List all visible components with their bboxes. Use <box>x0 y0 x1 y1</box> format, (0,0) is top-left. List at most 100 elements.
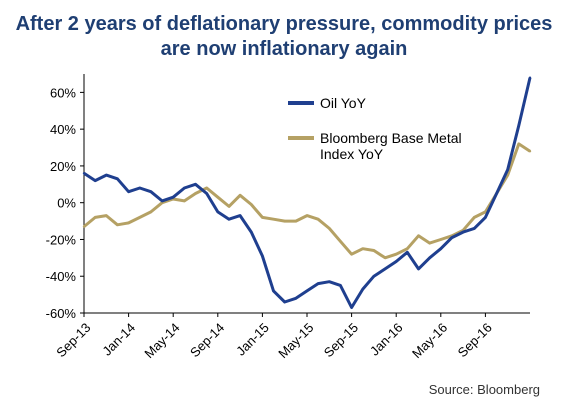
oil-yoy-point <box>339 284 342 287</box>
oil-yoy-point <box>517 124 520 127</box>
base-metal-yoy-point <box>105 214 108 217</box>
oil-yoy-point <box>506 168 509 171</box>
base-metal-yoy-point <box>361 247 364 250</box>
oil-yoy-point <box>305 289 309 293</box>
base-metal-yoy-point <box>227 205 231 208</box>
base-metal-yoy-point <box>506 173 509 177</box>
base-metal-yoy-line <box>83 142 531 260</box>
oil-yoy-point <box>105 173 108 177</box>
oil-yoy-point <box>439 247 442 250</box>
base-metal-yoy-point <box>238 194 242 197</box>
legend-label: Index YoY <box>320 146 384 162</box>
oil-yoy-point <box>473 227 476 230</box>
oil-yoy-point <box>316 282 320 285</box>
base-metal-yoy-point <box>383 256 387 259</box>
base-metal-yoy-point <box>484 210 487 214</box>
y-tick-label: -60% <box>46 306 77 321</box>
base-metal-yoy-point <box>395 253 398 256</box>
source-note: Source: Bloomberg <box>428 382 540 397</box>
oil-yoy-point <box>250 230 253 234</box>
base-metal-yoy-point <box>428 241 431 245</box>
y-tick-label: 20% <box>50 159 76 174</box>
base-metal-yoy-point <box>82 225 86 228</box>
oil-yoy-point <box>294 297 298 300</box>
x-tick-label: Jan-16 <box>367 320 406 359</box>
base-metal-yoy-point <box>194 192 197 195</box>
base-metal-yoy-point <box>283 219 286 223</box>
oil-yoy-point <box>350 306 353 309</box>
base-metal-yoy-point <box>149 210 153 214</box>
x-tick-label: May-15 <box>275 320 316 361</box>
x-tick-label: Jan-14 <box>99 320 138 359</box>
legend-label: Oil YoY <box>320 95 367 111</box>
oil-yoy-point <box>283 300 286 304</box>
x-tick-label: Sep-14 <box>187 320 227 360</box>
oil-yoy-point <box>205 192 208 195</box>
oil-yoy-point <box>428 256 431 259</box>
chart-title: After 2 years of deflationary pressure, … <box>0 12 568 62</box>
oil-yoy-point <box>383 267 387 271</box>
base-metal-yoy-point <box>216 196 219 199</box>
x-tick-label: May-16 <box>409 320 450 361</box>
base-metal-yoy-point <box>305 214 309 217</box>
oil-yoy-point <box>238 214 242 217</box>
oil-yoy-point <box>138 186 141 190</box>
base-metal-yoy-point <box>473 216 476 219</box>
chart-title-line-2: are now inflationary again <box>160 38 408 60</box>
oil-yoy-point <box>194 183 197 186</box>
oil-yoy-point <box>372 275 376 278</box>
oil-yoy-point <box>82 172 86 175</box>
oil-yoy-point <box>216 210 219 214</box>
oil-yoy-point <box>495 192 498 195</box>
base-metal-yoy-point <box>127 221 130 225</box>
oil-yoy-point <box>160 199 164 203</box>
oil-yoy-point <box>94 179 97 182</box>
base-metal-yoy-point <box>272 218 275 221</box>
base-metal-yoy-point <box>138 216 141 219</box>
oil-yoy-point <box>450 236 454 239</box>
base-metal-yoy-point <box>528 150 532 153</box>
oil-yoy-point <box>116 177 119 180</box>
oil-yoy-point <box>328 280 331 283</box>
base-metal-yoy-point <box>328 227 331 230</box>
y-tick-label: 60% <box>50 85 76 100</box>
oil-yoy-point <box>406 251 409 254</box>
x-tick-label: Sep-15 <box>321 320 361 360</box>
base-metal-yoy-point <box>94 216 97 219</box>
oil-yoy-point <box>272 289 275 293</box>
base-metal-yoy-point <box>517 142 520 146</box>
base-metal-yoy-point <box>205 186 208 190</box>
oil-yoy-point <box>183 186 186 190</box>
base-metal-yoy-point <box>350 253 353 256</box>
oil-yoy-point <box>172 196 175 199</box>
oil-yoy-point <box>528 76 532 79</box>
oil-yoy-point <box>149 190 153 193</box>
y-tick-label: 0% <box>57 196 76 211</box>
base-metal-yoy-point <box>116 223 119 226</box>
oil-yoy-point <box>484 216 487 219</box>
base-metal-yoy-point <box>261 216 264 219</box>
x-tick-label: Jan-15 <box>233 320 272 359</box>
oil-yoy-point <box>227 218 231 221</box>
base-metal-yoy-point <box>417 234 420 237</box>
base-metal-yoy-point <box>439 238 442 241</box>
base-metal-yoy-point <box>250 203 253 206</box>
oil-yoy-point <box>261 254 264 258</box>
x-tick-label: Sep-16 <box>455 320 495 360</box>
legend-label: Bloomberg Base Metal <box>320 130 462 146</box>
oil-yoy-point <box>395 260 398 263</box>
chart-title-line-1: After 2 years of deflationary pressure, … <box>15 13 553 35</box>
base-metal-yoy-point <box>339 240 342 243</box>
y-tick-label: -40% <box>46 269 77 284</box>
base-metal-yoy-point <box>372 249 376 252</box>
base-metal-yoy-point <box>183 199 186 203</box>
base-metal-yoy-point <box>406 247 409 250</box>
y-tick-label: -20% <box>46 232 77 247</box>
oil-yoy-point <box>361 287 364 291</box>
oil-yoy-point <box>461 230 465 234</box>
y-tick-label: 40% <box>50 122 76 137</box>
base-metal-yoy-point <box>294 219 298 223</box>
oil-yoy-point <box>417 267 420 271</box>
x-tick-label: May-14 <box>141 320 182 361</box>
